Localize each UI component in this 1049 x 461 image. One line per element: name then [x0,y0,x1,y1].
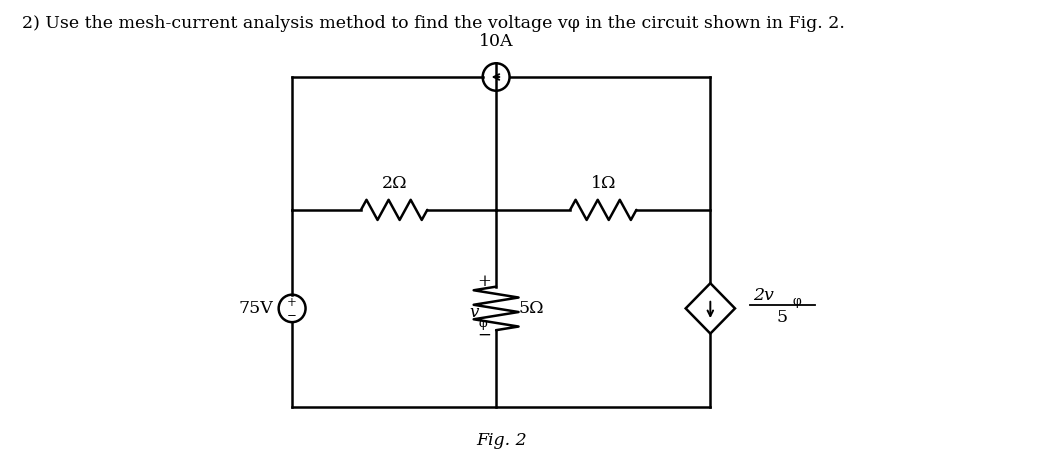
Text: +: + [477,273,491,290]
Text: 2v: 2v [753,287,774,304]
Text: Fig. 2: Fig. 2 [476,432,527,449]
Text: 2Ω: 2Ω [382,176,407,193]
Text: φ: φ [792,295,800,307]
Text: −: − [287,307,297,321]
Text: −: − [477,326,491,343]
Text: 1Ω: 1Ω [591,176,616,193]
Text: 2) Use the mesh-current analysis method to find the voltage vφ in the circuit sh: 2) Use the mesh-current analysis method … [22,15,844,32]
Text: 75V: 75V [239,300,274,317]
Text: 10A: 10A [479,33,513,49]
Text: 5: 5 [777,309,788,326]
Text: 5Ω: 5Ω [518,300,544,317]
Text: v: v [469,304,478,321]
Text: φ: φ [478,317,487,330]
Text: +: + [287,296,297,309]
